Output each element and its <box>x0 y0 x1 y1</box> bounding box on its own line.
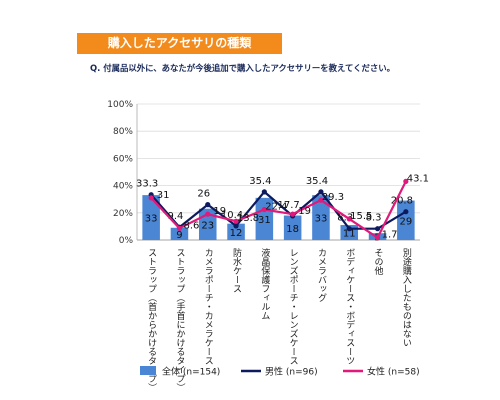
series-point <box>318 197 324 203</box>
bar-value-label: 23 <box>201 220 214 231</box>
question-text: Q. 付属品以外に、あなたが今後追加で購入したアクセサリーを教えてください。 <box>90 63 395 73</box>
bar-value-label: 18 <box>286 224 299 235</box>
x-tick-label: ストラップ（首からかけるタイプ） <box>146 248 157 392</box>
series-point <box>205 211 211 217</box>
bar-value-label: 12 <box>230 228 243 239</box>
line-value-label: 13.8 <box>237 213 259 224</box>
x-tick-label: カメラポーチ・カメラケース <box>203 248 214 365</box>
legend-label: 女性 (n=58) <box>367 366 420 378</box>
x-tick-label: ボディケース・ボディスーツ <box>344 248 355 365</box>
line-value-label: 8.6 <box>183 220 199 231</box>
line-value-label: 8.3 <box>337 213 353 224</box>
line-value-label: 35.4 <box>306 176 328 187</box>
legend-label: 男性 (n=96) <box>265 366 318 378</box>
series-point <box>318 189 324 195</box>
y-tick-label: 40% <box>113 182 133 192</box>
line-value-label: 33.3 <box>136 179 158 190</box>
line-value-label: 19 <box>213 206 226 217</box>
line-value-label: 10.4 <box>221 210 243 221</box>
series-point <box>346 216 352 222</box>
series-point <box>403 209 409 215</box>
line-value-label: 29.3 <box>322 192 344 203</box>
y-tick-label: 0% <box>119 236 134 246</box>
line-value-label: 17.7 <box>278 200 300 211</box>
series-point <box>290 211 296 217</box>
series-point <box>261 189 267 195</box>
x-tick-label: 別途購入したものはない <box>401 248 412 347</box>
series-point <box>374 235 381 241</box>
series-point <box>346 226 352 232</box>
series-point <box>233 223 239 229</box>
y-tick-label: 20% <box>113 209 133 219</box>
line-value-label: 26 <box>197 189 210 200</box>
series-point <box>148 195 154 201</box>
bar <box>170 227 189 240</box>
x-tick-label: レンズポーチ・レンズケース <box>288 248 299 365</box>
line-value-label: 20.8 <box>391 196 413 207</box>
x-tick-label: カメラバッグ <box>316 248 327 302</box>
bar-value-label: 29 <box>399 216 412 227</box>
series-point <box>205 202 211 208</box>
line-value-label: 22.4 <box>265 202 287 213</box>
line-value-label: 19 <box>298 206 311 217</box>
series-line <box>150 180 407 240</box>
bar <box>255 197 274 240</box>
y-tick-label: 100% <box>107 100 133 110</box>
x-tick-label: 防水ケース <box>231 247 242 293</box>
series-point <box>374 226 381 232</box>
x-tick-label: ストラップ（手首にかけるタイプ） <box>174 248 185 392</box>
bar <box>397 200 415 240</box>
x-tick-label: 液晶保護フィルム <box>259 247 270 320</box>
bar <box>312 195 330 240</box>
series-point <box>403 178 409 184</box>
bar-value-label: 9 <box>176 230 182 241</box>
chart-banner: 購入したアクセサリの種類 <box>77 33 282 54</box>
bar <box>283 215 302 240</box>
line-value-label: 31 <box>157 190 170 201</box>
legend-swatch <box>140 366 156 375</box>
y-tick-label: 80% <box>113 127 133 137</box>
line-value-label: 43.1 <box>407 173 429 184</box>
y-tick-label: 60% <box>113 154 133 164</box>
bar <box>142 195 160 240</box>
bar-value-label: 31 <box>258 215 271 226</box>
legend-label: 全体 (n=154) <box>162 366 220 378</box>
line-value-label: 15.5 <box>350 211 372 222</box>
line-value-label: 35.4 <box>249 176 271 187</box>
series-point <box>233 218 239 224</box>
series-point <box>176 225 183 231</box>
bar-value-label: 11 <box>343 229 356 240</box>
x-tick-label: その他 <box>373 248 384 276</box>
line-value-label: 9.4 <box>167 211 183 222</box>
line-value-label: 1.7 <box>382 230 398 241</box>
bar-value-label: 33 <box>145 214 158 225</box>
bar <box>227 223 245 240</box>
bar-value-label: 33 <box>315 214 328 225</box>
line-value-label: 8.3 <box>366 213 382 224</box>
series-point <box>261 206 267 213</box>
